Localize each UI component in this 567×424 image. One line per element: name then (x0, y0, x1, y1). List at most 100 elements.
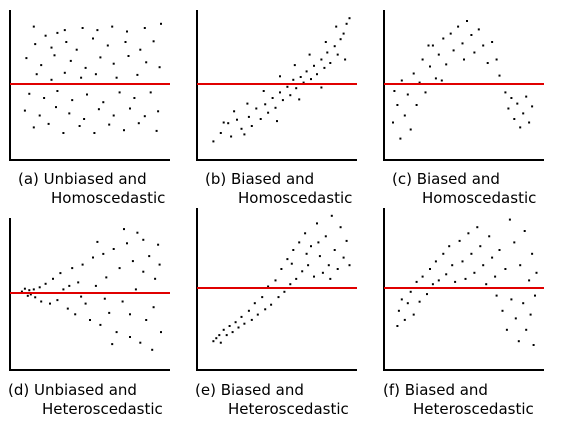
plot-f-point-1 (397, 309, 400, 312)
plot-b-point-47 (298, 98, 301, 101)
plot-e-point-18 (267, 285, 270, 288)
plot-b-point-15 (281, 99, 284, 102)
plot-c-point-19 (457, 25, 460, 28)
plot-d-point-18 (77, 281, 80, 284)
plot-f-point-30 (488, 235, 491, 238)
plot-b-point-44 (222, 121, 225, 124)
plot-d-point-54 (142, 270, 145, 273)
plot-e-point-17 (264, 308, 267, 311)
plot-e-point-34 (316, 222, 318, 225)
plot-c-point-36 (507, 107, 510, 110)
plot-f-point-50 (532, 344, 535, 346)
plot-f-point-41 (514, 317, 517, 320)
plot-d-point-20 (84, 302, 87, 305)
plot-c-point-24 (477, 28, 480, 31)
plot-a-point-59 (93, 132, 96, 134)
plot-a-point-50 (97, 108, 100, 111)
plot-c-point-18 (452, 49, 455, 52)
plot-d-point-52 (103, 297, 106, 300)
plot-b-point-33 (342, 32, 345, 35)
plot-d-point-12 (56, 299, 59, 302)
plot-a-point-33 (94, 73, 97, 76)
plot-f-point-44 (522, 302, 525, 305)
plot-c-point-5 (409, 128, 412, 131)
plot-c-point-26 (486, 62, 489, 64)
plot-d-point-49 (158, 263, 161, 266)
plot-a-point-41 (102, 101, 105, 104)
plot-b-point-49 (344, 58, 347, 61)
plot-c-point-38 (513, 118, 516, 120)
plot-f-point-31 (491, 256, 494, 259)
plot-f-point-42 (517, 340, 520, 343)
plot-e-point-39 (330, 214, 333, 217)
plot-d-point-36 (139, 341, 142, 344)
plot-b-point-45 (243, 133, 246, 136)
plot-e-point-1 (215, 337, 218, 340)
plot-a-point-30 (50, 78, 53, 81)
plot-c-point-7 (415, 104, 418, 106)
plot-a-point-57 (62, 132, 65, 134)
plot-d-point-50 (68, 284, 71, 287)
caption-f: (f) Biased and Heteroscedastic (383, 381, 534, 419)
plot-a-point-36 (28, 92, 31, 95)
plot-d-point-28 (112, 248, 115, 250)
plot-a-point-58 (78, 125, 81, 127)
caption-c: (c) Biased and Homoscedastic (392, 170, 536, 208)
plot-d-point-53 (129, 313, 131, 316)
plot-a-point-8 (143, 27, 146, 29)
plot-a-point-31 (63, 71, 66, 74)
plot-e-point-25 (289, 283, 292, 286)
plot-f-point-29 (485, 283, 488, 286)
plot-c-point-21 (466, 20, 468, 22)
plot-e-point-2 (218, 334, 221, 337)
caption-b-line2: Homoscedastic (238, 189, 353, 207)
plot-e-point-3 (219, 341, 222, 344)
plot-f-point-12 (431, 283, 434, 286)
plot-a-point-1 (44, 34, 47, 37)
plot-d-point-29 (115, 331, 118, 334)
plot-d-point-1 (23, 287, 26, 290)
plot-a-point-62 (137, 122, 140, 125)
caption-e-line1: (e) Biased and (195, 381, 304, 399)
caption-a-line2: Homoscedastic (51, 189, 166, 207)
plot-c-point-43 (528, 121, 531, 124)
plot-b-point-13 (274, 106, 277, 109)
plot-b-point-37 (324, 41, 327, 43)
plot-a-point-39 (71, 99, 74, 102)
plot-f-point-34 (498, 249, 501, 251)
plot-d-point-27 (108, 311, 111, 314)
plot-a-point-14 (92, 37, 94, 40)
plot-d-point-31 (121, 300, 124, 303)
plot-c-point-20 (461, 42, 464, 45)
plot-a-point-19 (25, 57, 28, 60)
plot-e-point-42 (339, 226, 342, 229)
plot-a-point-9 (160, 22, 162, 25)
plot-b-point-29 (329, 62, 332, 64)
caption-b-line1: (b) Biased and (205, 170, 315, 188)
plot-a-point-4 (81, 27, 84, 29)
plot-b-point-12 (271, 97, 274, 99)
plot-a-point-42 (118, 91, 121, 94)
plot-a-point-48 (68, 112, 71, 115)
plot-a-point-15 (106, 44, 109, 47)
plot-f-point-51 (534, 294, 536, 297)
plot-a-point-6 (111, 25, 114, 28)
plot-c-point-12 (431, 44, 434, 47)
plot-d-point-11 (52, 277, 54, 280)
caption-d-line1: (d) Unbiased and (8, 381, 137, 399)
caption-a: (a) Unbiased and Homoscedastic (18, 170, 165, 208)
plot-a-point-46 (38, 114, 41, 117)
plot-d-point-22 (92, 256, 94, 259)
plot-d-point-33 (129, 336, 131, 338)
plot-d-point-21 (89, 319, 91, 321)
plot-c-point-4 (406, 93, 409, 96)
plot-d-point-15 (66, 307, 69, 310)
plot-f-point-39 (510, 298, 513, 301)
plot-e-point-14 (253, 302, 256, 305)
plot-a-point-16 (124, 41, 127, 43)
plot-e-point-45 (348, 264, 351, 267)
plot-e-point-35 (318, 255, 321, 258)
plot-e-point-36 (321, 271, 324, 274)
caption-f-line2: Heteroscedastic (413, 400, 534, 418)
plot-f-point-35 (501, 309, 504, 312)
